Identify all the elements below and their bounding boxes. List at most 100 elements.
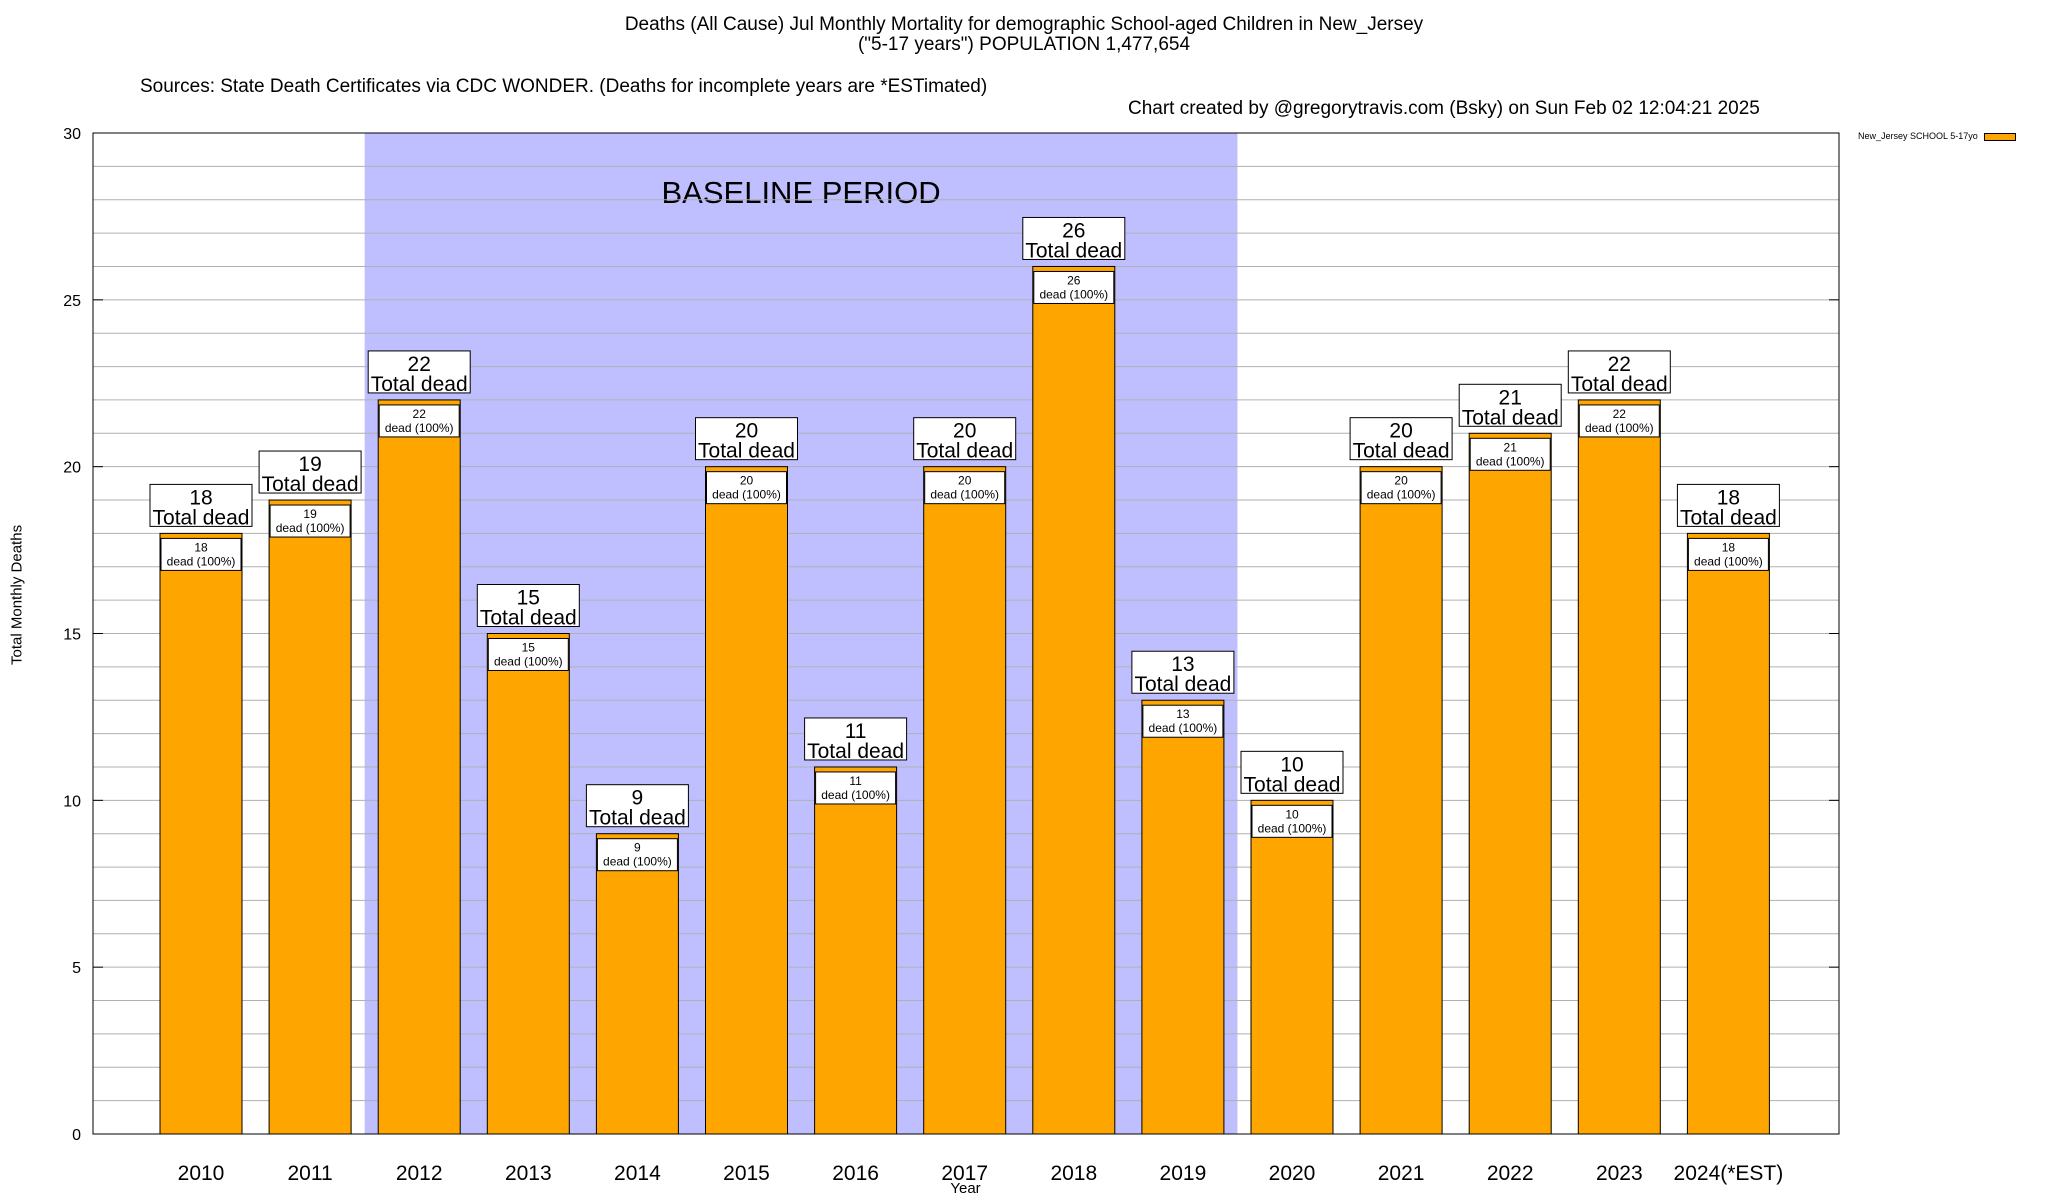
bar-inner-value-label: 15 bbox=[522, 641, 536, 655]
bar-top-total-label: Total dead bbox=[262, 473, 359, 496]
bar-top-value-label: 26 bbox=[1062, 219, 1085, 242]
y-tick-label: 20 bbox=[63, 460, 81, 477]
bar-inner-value-label: 22 bbox=[413, 407, 427, 421]
bar bbox=[159, 532, 243, 1135]
bar-top-label-box bbox=[695, 417, 798, 461]
bar-top-total-label: Total dead bbox=[371, 373, 468, 396]
bar-inner-label-box bbox=[596, 838, 678, 872]
bar-top-value-label: 18 bbox=[189, 486, 212, 509]
bar-inner-label-box bbox=[1033, 270, 1115, 304]
bar-top-value-label: 19 bbox=[298, 453, 321, 476]
bar-top-total-label: Total dead bbox=[1680, 506, 1777, 529]
bar-top-label-box bbox=[476, 584, 580, 627]
bar bbox=[268, 499, 352, 1135]
x-tick-label: 2021 bbox=[1378, 1162, 1425, 1185]
bar bbox=[1141, 699, 1225, 1135]
bar-inner-label-box bbox=[706, 471, 787, 505]
bar-top-total-label: Total dead bbox=[153, 506, 250, 529]
y-tick-label: 0 bbox=[72, 1127, 81, 1144]
legend-swatch bbox=[1983, 132, 2016, 141]
bar-inner-percent-label: dead (100%) bbox=[603, 855, 672, 869]
bar-inner-percent-label: dead (100%) bbox=[385, 421, 454, 435]
bar-inner-value-label: 20 bbox=[1394, 474, 1408, 488]
bar-top-value-label: 20 bbox=[1389, 420, 1412, 443]
bar-inner-value-label: 18 bbox=[1722, 540, 1736, 554]
bar-inner-label-box bbox=[378, 404, 460, 438]
bar-inner-value-label: 19 bbox=[303, 507, 317, 521]
bar-inner-percent-label: dead (100%) bbox=[276, 521, 345, 535]
bar-top-label-box bbox=[1676, 483, 1780, 527]
bar-inner-percent-label: dead (100%) bbox=[1258, 821, 1327, 835]
bar-top-label-box bbox=[1240, 750, 1344, 794]
chart-sources-note: Sources: State Death Certificates via CD… bbox=[140, 76, 988, 97]
x-tick-label: 2012 bbox=[396, 1162, 443, 1185]
bar-top-label-box bbox=[258, 450, 362, 494]
bar-inner-percent-label: dead (100%) bbox=[1039, 287, 1108, 301]
x-tick-label: 2023 bbox=[1596, 1162, 1643, 1185]
bar-inner-percent-label: dead (100%) bbox=[1476, 454, 1545, 468]
bar-top-value-label: 21 bbox=[1499, 386, 1522, 409]
bar-top-total-label: Total dead bbox=[480, 607, 577, 630]
bar-top-total-label: Total dead bbox=[1244, 773, 1341, 796]
y-tick-label: 15 bbox=[63, 627, 81, 644]
bar-top-label-box bbox=[1567, 350, 1671, 394]
bar bbox=[1032, 265, 1116, 1135]
bar bbox=[705, 466, 788, 1135]
bar-top-value-label: 9 bbox=[632, 787, 644, 810]
bar-inner-percent-label: dead (100%) bbox=[712, 488, 781, 502]
bar-inner-label-box bbox=[815, 771, 897, 805]
baseline-period-label: BASELINE PERIOD bbox=[662, 175, 941, 210]
x-tick-label: 2018 bbox=[1050, 1162, 1097, 1185]
x-tick-label: 2020 bbox=[1269, 1162, 1316, 1185]
x-tick-label: 2016 bbox=[832, 1162, 879, 1185]
bar-top-value-label: 20 bbox=[735, 420, 758, 443]
bar-top-value-label: 11 bbox=[845, 720, 867, 743]
bar bbox=[377, 399, 461, 1135]
bar-top-label-box bbox=[1131, 650, 1235, 694]
bar-top-total-label: Total dead bbox=[807, 740, 904, 763]
y-tick-label: 10 bbox=[63, 793, 81, 810]
bar-top-label-box bbox=[804, 717, 908, 761]
bar-top-value-label: 22 bbox=[1608, 353, 1631, 376]
bar-inner-value-label: 21 bbox=[1504, 440, 1518, 454]
bar-inner-value-label: 18 bbox=[194, 540, 208, 554]
bar-top-label-box bbox=[1458, 383, 1562, 427]
bar-top-label-box bbox=[585, 784, 689, 828]
bar-inner-value-label: 10 bbox=[1285, 807, 1299, 821]
bar bbox=[1359, 466, 1443, 1135]
bar-top-total-label: Total dead bbox=[916, 440, 1013, 463]
x-tick-label: 2019 bbox=[1160, 1162, 1207, 1185]
bar-inner-percent-label: dead (100%) bbox=[167, 554, 236, 568]
bar-top-value-label: 13 bbox=[1171, 653, 1194, 676]
bar-top-label-box bbox=[367, 350, 471, 394]
bar-top-total-label: Total dead bbox=[1571, 373, 1668, 396]
bar-top-label-box bbox=[913, 417, 1017, 461]
bar-inner-label-box bbox=[1142, 704, 1224, 738]
bar bbox=[1250, 799, 1334, 1135]
y-axis-label: Total Monthly Deaths bbox=[8, 524, 26, 665]
chart-title: Deaths (All Cause) Jul Monthly Mortality… bbox=[624, 14, 1424, 35]
bar bbox=[486, 633, 570, 1135]
bar bbox=[1468, 432, 1552, 1135]
bar-inner-percent-label: dead (100%) bbox=[1694, 554, 1763, 568]
bar-inner-value-label: 22 bbox=[1613, 407, 1627, 421]
bar-top-label-box bbox=[1349, 417, 1453, 461]
y-tick-label: 5 bbox=[72, 960, 81, 977]
y-tick-label: 30 bbox=[63, 126, 81, 143]
bar bbox=[814, 766, 898, 1135]
bar-top-total-label: Total dead bbox=[698, 440, 795, 463]
bar-top-total-label: Total dead bbox=[1134, 673, 1231, 696]
bar-inner-percent-label: dead (100%) bbox=[494, 655, 563, 669]
bar-top-total-label: Total dead bbox=[1462, 406, 1559, 429]
bar-top-total-label: Total dead bbox=[1025, 239, 1122, 262]
bar-inner-percent-label: dead (100%) bbox=[930, 488, 999, 502]
bar-top-value-label: 18 bbox=[1717, 486, 1740, 509]
bar-top-value-label: 10 bbox=[1280, 753, 1303, 776]
chart-subtitle: ("5-17 years") POPULATION 1,477,654 bbox=[857, 34, 1191, 55]
y-tick-label: 25 bbox=[63, 293, 81, 310]
bar bbox=[1686, 532, 1770, 1135]
bar-inner-label-box bbox=[487, 638, 569, 671]
legend: New_Jersey SCHOOL 5-17yo bbox=[1858, 131, 2016, 141]
bar-inner-label-box bbox=[1360, 471, 1442, 505]
